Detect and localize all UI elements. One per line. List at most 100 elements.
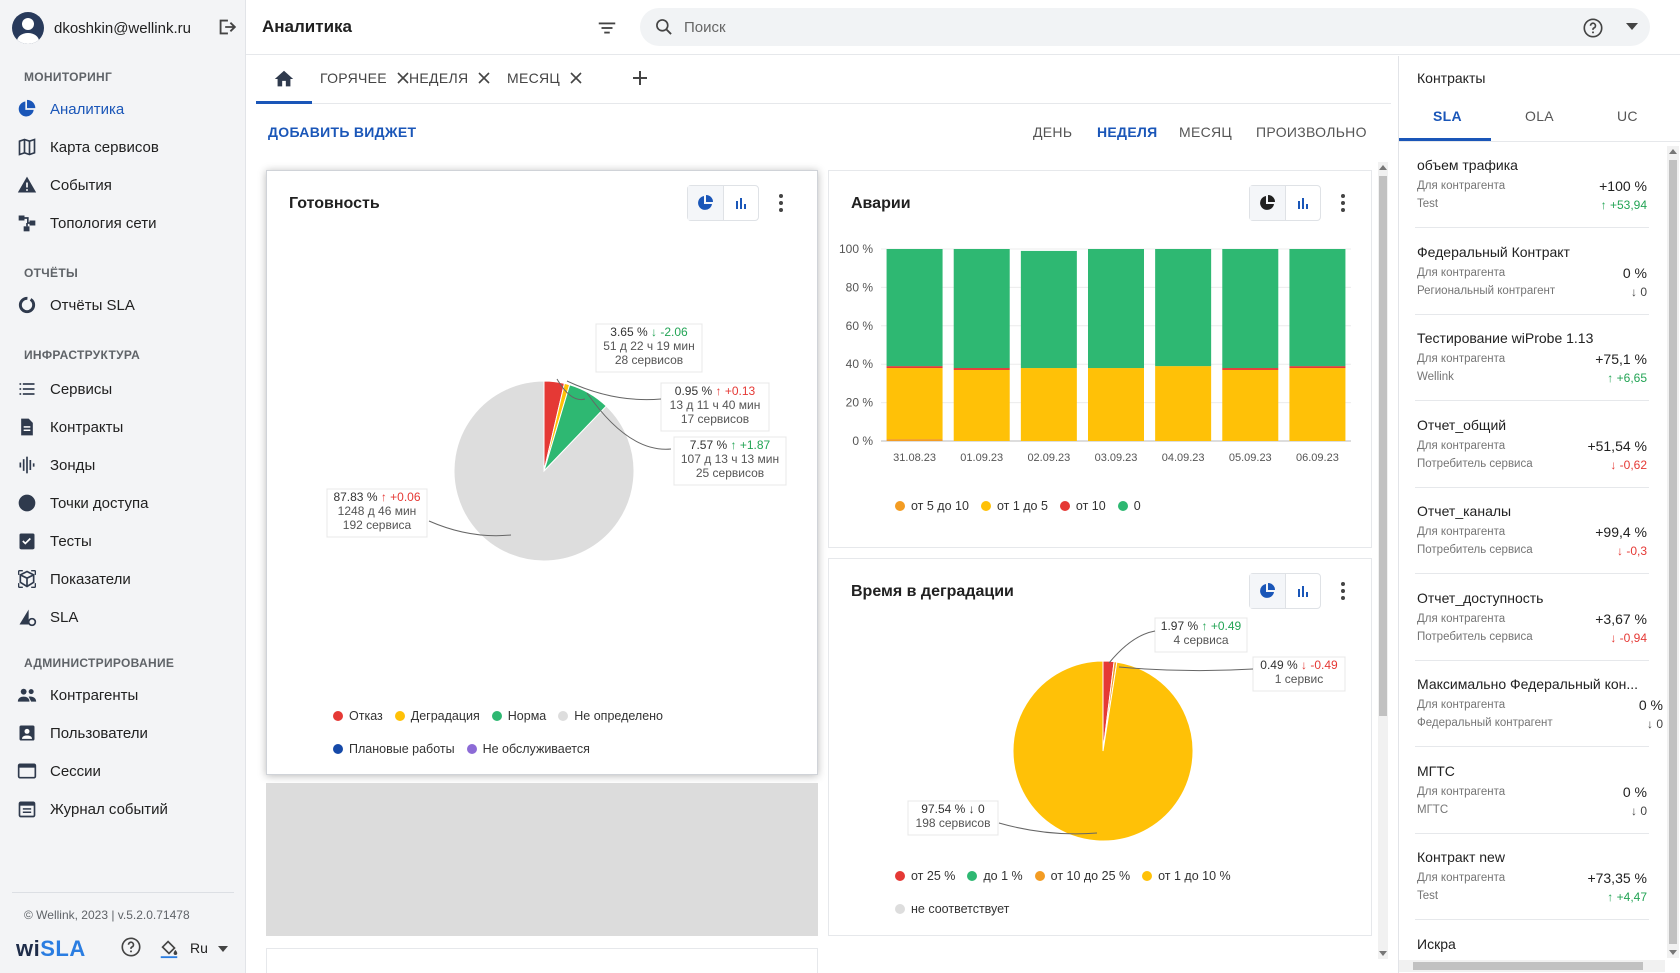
period-day[interactable]: ДЕНЬ xyxy=(1033,124,1073,140)
legend-item[interactable]: Не обслуживается xyxy=(466,732,590,765)
chart-type-toggle[interactable] xyxy=(687,185,759,221)
chart-type-toggle[interactable] xyxy=(1249,185,1321,221)
contract-item[interactable]: Федеральный Контракт Для контрагента Регио… xyxy=(1415,229,1649,315)
contract-item[interactable]: Контракт new Для контрагента Test +73,35 % ↑… xyxy=(1415,834,1649,920)
legend-item[interactable]: не соответствует xyxy=(895,892,1009,925)
scroll-up-arrow[interactable] xyxy=(1669,149,1677,154)
main-scrollbar[interactable] xyxy=(1378,162,1388,959)
tab-sla[interactable]: SLA xyxy=(1433,108,1462,124)
sidebar-item[interactable]: Точки доступа xyxy=(16,488,236,518)
user-profile[interactable]: dkoshkin@wellink.ru xyxy=(12,10,238,46)
legend-item[interactable]: до 1 % xyxy=(967,859,1023,892)
sidebar-item[interactable]: SLA xyxy=(16,602,236,632)
contract-item[interactable]: Отчет_каналы Для контрагента Потребитель с… xyxy=(1415,488,1649,574)
period-custom[interactable]: ПРОИЗВОЛЬНО xyxy=(1256,124,1367,140)
legend-item[interactable]: от 10 xyxy=(1059,489,1106,522)
account-menu-caret-icon[interactable] xyxy=(1626,23,1638,30)
bar-segment[interactable] xyxy=(1020,368,1077,441)
panel-horizontal-scrollbar[interactable] xyxy=(1399,960,1665,972)
bar-segment[interactable] xyxy=(1088,249,1144,369)
legend-item[interactable]: от 10 до 25 % xyxy=(1034,859,1130,892)
add-tab-icon[interactable] xyxy=(628,66,652,90)
tab-hot[interactable]: ГОРЯЧЕЕ xyxy=(320,70,409,86)
bar-segment[interactable] xyxy=(1289,249,1346,367)
avatar[interactable] xyxy=(12,12,44,44)
chart-type-toggle[interactable] xyxy=(1249,573,1321,609)
bar-segment[interactable] xyxy=(1289,368,1346,441)
more-vert-icon[interactable] xyxy=(1333,579,1353,603)
scrollbar-thumb[interactable] xyxy=(1379,176,1387,716)
filter-icon[interactable] xyxy=(596,17,618,39)
contract-item[interactable]: Отчет_доступность Для контрагента Потребит… xyxy=(1415,575,1649,661)
close-icon[interactable] xyxy=(478,72,490,84)
sidebar-item[interactable]: События xyxy=(16,170,236,200)
legend-item[interactable]: от 25 % xyxy=(895,859,955,892)
scrollbar-thumb[interactable] xyxy=(1669,160,1677,944)
period-month[interactable]: МЕСЯЦ xyxy=(1179,124,1233,140)
bar-segment[interactable] xyxy=(1020,250,1077,369)
pie-slice[interactable] xyxy=(1012,660,1194,842)
more-vert-icon[interactable] xyxy=(1333,191,1353,215)
sidebar-item[interactable]: Зонды xyxy=(16,450,236,480)
bar-segment[interactable] xyxy=(1289,366,1346,369)
bar-segment[interactable] xyxy=(1088,368,1144,441)
close-icon[interactable] xyxy=(397,72,409,84)
bar-segment[interactable] xyxy=(1155,366,1212,441)
help-icon[interactable] xyxy=(120,936,142,958)
bar-view-button[interactable] xyxy=(1284,574,1320,608)
sidebar-item[interactable]: Топология сети xyxy=(16,208,236,238)
bar-segment[interactable] xyxy=(1155,249,1212,367)
paint-bucket-icon[interactable] xyxy=(158,937,180,959)
pie-view-button[interactable] xyxy=(688,186,723,220)
legend-item[interactable]: 0 xyxy=(1117,489,1141,522)
bar-segment[interactable] xyxy=(886,249,943,367)
contract-item[interactable]: Искра xyxy=(1415,921,1649,961)
bar-segment[interactable] xyxy=(953,369,1010,441)
sidebar-item[interactable]: Показатели xyxy=(16,564,236,594)
contract-item[interactable]: Отчет_общий Для контрагента Потребитель се… xyxy=(1415,402,1649,488)
more-vert-icon[interactable] xyxy=(771,191,791,215)
search-bar[interactable] xyxy=(640,8,1650,46)
sidebar-item[interactable]: Пользователи xyxy=(16,718,236,748)
sidebar-item[interactable]: Контракты xyxy=(16,412,236,442)
pie-slice[interactable] xyxy=(453,380,635,562)
bar-segment[interactable] xyxy=(1222,368,1279,370)
sidebar-item[interactable]: Тесты xyxy=(16,526,236,556)
legend-item[interactable]: от 1 до 5 xyxy=(980,489,1048,522)
bar-segment[interactable] xyxy=(953,368,1010,370)
contract-item[interactable]: МГТС Для контрагента МГТС 0 % ↓ 0 xyxy=(1415,748,1649,834)
bar-segment[interactable] xyxy=(886,366,943,369)
contract-item[interactable]: Тестирование wiProbe 1.13 Для контрагента… xyxy=(1415,315,1649,401)
contract-item[interactable]: Максимально Федеральный кон... Для контра… xyxy=(1415,661,1663,747)
logout-icon[interactable] xyxy=(216,16,238,38)
pie-view-button[interactable] xyxy=(1250,574,1285,608)
sidebar-item[interactable]: Карта сервисов xyxy=(16,132,236,162)
period-week[interactable]: НЕДЕЛЯ xyxy=(1097,124,1158,140)
add-widget-button[interactable]: ДОБАВИТЬ ВИДЖЕТ xyxy=(268,124,417,140)
contract-item[interactable]: объем трафика Для контрагента Test +100 % ↑ … xyxy=(1415,142,1649,228)
tab-week[interactable]: НЕДЕЛЯ xyxy=(409,70,490,86)
legend-item[interactable]: от 1 до 10 % xyxy=(1142,859,1231,892)
help-circle-icon[interactable] xyxy=(1582,17,1604,39)
sidebar-item[interactable]: Контрагенты xyxy=(16,680,236,710)
legend-item[interactable]: Норма xyxy=(491,699,546,732)
tab-ola[interactable]: OLA xyxy=(1525,108,1554,124)
sidebar-item[interactable]: Журнал событий xyxy=(16,794,236,824)
language-select[interactable]: Ru xyxy=(190,940,228,956)
legend-item[interactable]: Плановые работы xyxy=(333,732,455,765)
bar-view-button[interactable] xyxy=(722,186,758,220)
scroll-up-arrow[interactable] xyxy=(1379,165,1387,170)
bar-view-button[interactable] xyxy=(1284,186,1320,220)
legend-item[interactable]: Не определено xyxy=(558,699,663,732)
bar-segment[interactable] xyxy=(886,368,943,440)
sidebar-item[interactable]: Аналитика xyxy=(16,94,236,124)
bar-segment[interactable] xyxy=(1222,369,1279,441)
bar-segment[interactable] xyxy=(1222,249,1279,369)
pie-view-button[interactable] xyxy=(1250,186,1285,220)
scroll-down-arrow[interactable] xyxy=(1379,951,1387,956)
sidebar-item[interactable]: Сессии xyxy=(16,756,236,786)
legend-item[interactable]: Отказ xyxy=(333,699,383,732)
sidebar-item[interactable]: Сервисы xyxy=(16,374,236,404)
legend-item[interactable]: от 5 до 10 xyxy=(895,489,969,522)
close-icon[interactable] xyxy=(570,72,582,84)
